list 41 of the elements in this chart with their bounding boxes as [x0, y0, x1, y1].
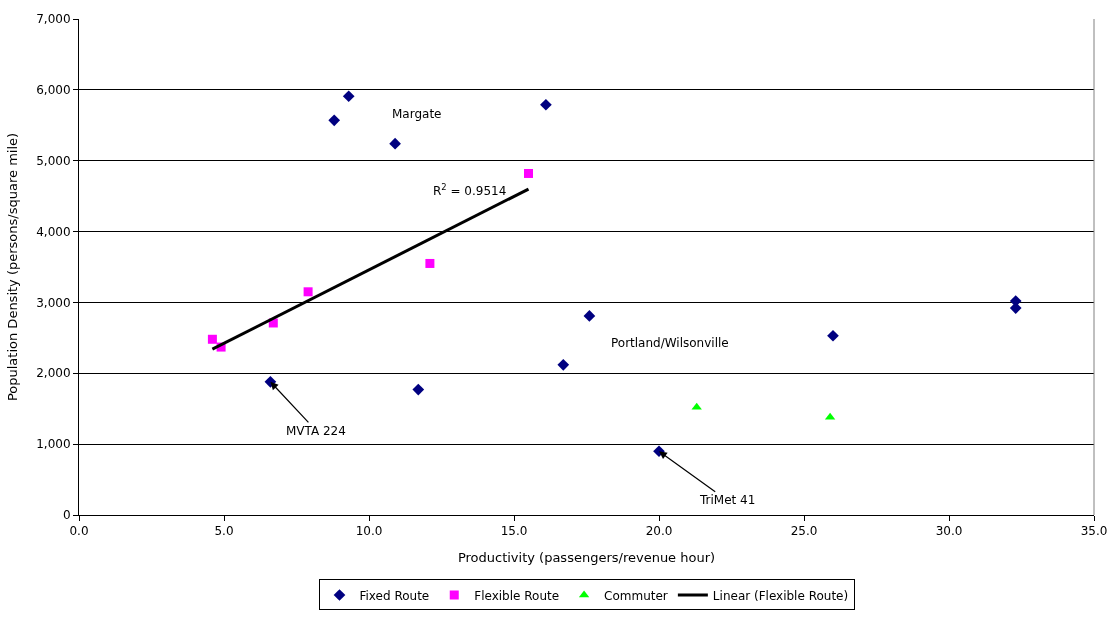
legend-label: Fixed Route — [359, 588, 430, 603]
point — [583, 310, 596, 322]
legend-label: Linear (Flexible Route) — [712, 588, 849, 603]
annotation: R$^{2}$ = 0.9514 — [433, 182, 507, 199]
y-tick-label: 0 — [62, 508, 71, 523]
x-tick-label: 20.0 — [645, 524, 673, 539]
point — [653, 445, 665, 458]
point — [412, 383, 425, 396]
x-tick-label: 10.0 — [355, 524, 383, 539]
annotation: TriMet 41 — [699, 493, 756, 507]
y-tick-label: 5,000 — [36, 153, 71, 168]
point — [524, 168, 533, 178]
point — [328, 114, 341, 127]
point — [389, 137, 401, 150]
point — [557, 358, 570, 371]
annotation: Margate — [392, 107, 442, 121]
x-tick-label: 30.0 — [935, 524, 963, 539]
x-axis-title: Productivity (passengers/revenue hour) — [457, 550, 716, 565]
x-tick-label: 15.0 — [500, 524, 528, 539]
y-axis-title: Population Density (persons/square mile) — [5, 132, 21, 402]
x-tick-label: 0.0 — [69, 524, 89, 539]
y-tick-label: 4,000 — [36, 224, 71, 239]
y-tick-label: 1,000 — [36, 437, 71, 452]
legend-label: Flexible Route — [474, 588, 560, 603]
point — [425, 258, 435, 268]
y-tick-label: 3,000 — [36, 295, 71, 310]
annotation: Portland/Wilsonville — [611, 336, 729, 350]
x-tick-label: 5.0 — [214, 524, 234, 539]
x-tick-label: 25.0 — [790, 524, 818, 539]
point — [303, 287, 313, 297]
annotation: MVTA 224 — [286, 424, 346, 438]
legend-label: Commuter — [604, 588, 668, 603]
point — [207, 334, 217, 344]
y-tick-label: 2,000 — [36, 366, 71, 381]
point — [691, 402, 702, 410]
x-tick-label: 35.0 — [1080, 524, 1108, 539]
point — [827, 329, 839, 342]
y-tick-label: 6,000 — [36, 83, 71, 98]
point — [342, 90, 355, 103]
point — [540, 98, 552, 111]
y-tick-label: 7,000 — [36, 12, 71, 27]
